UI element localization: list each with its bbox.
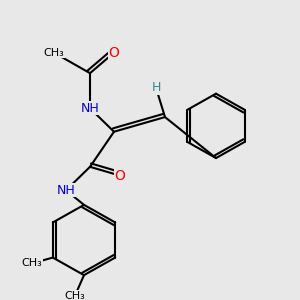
Text: NH: NH — [57, 184, 75, 197]
Text: NH: NH — [81, 102, 99, 115]
Text: O: O — [109, 46, 119, 60]
Text: O: O — [115, 169, 125, 183]
Text: H: H — [151, 81, 161, 94]
Text: CH₃: CH₃ — [44, 48, 64, 58]
Text: CH₃: CH₃ — [64, 291, 86, 300]
Text: CH₃: CH₃ — [21, 258, 42, 268]
